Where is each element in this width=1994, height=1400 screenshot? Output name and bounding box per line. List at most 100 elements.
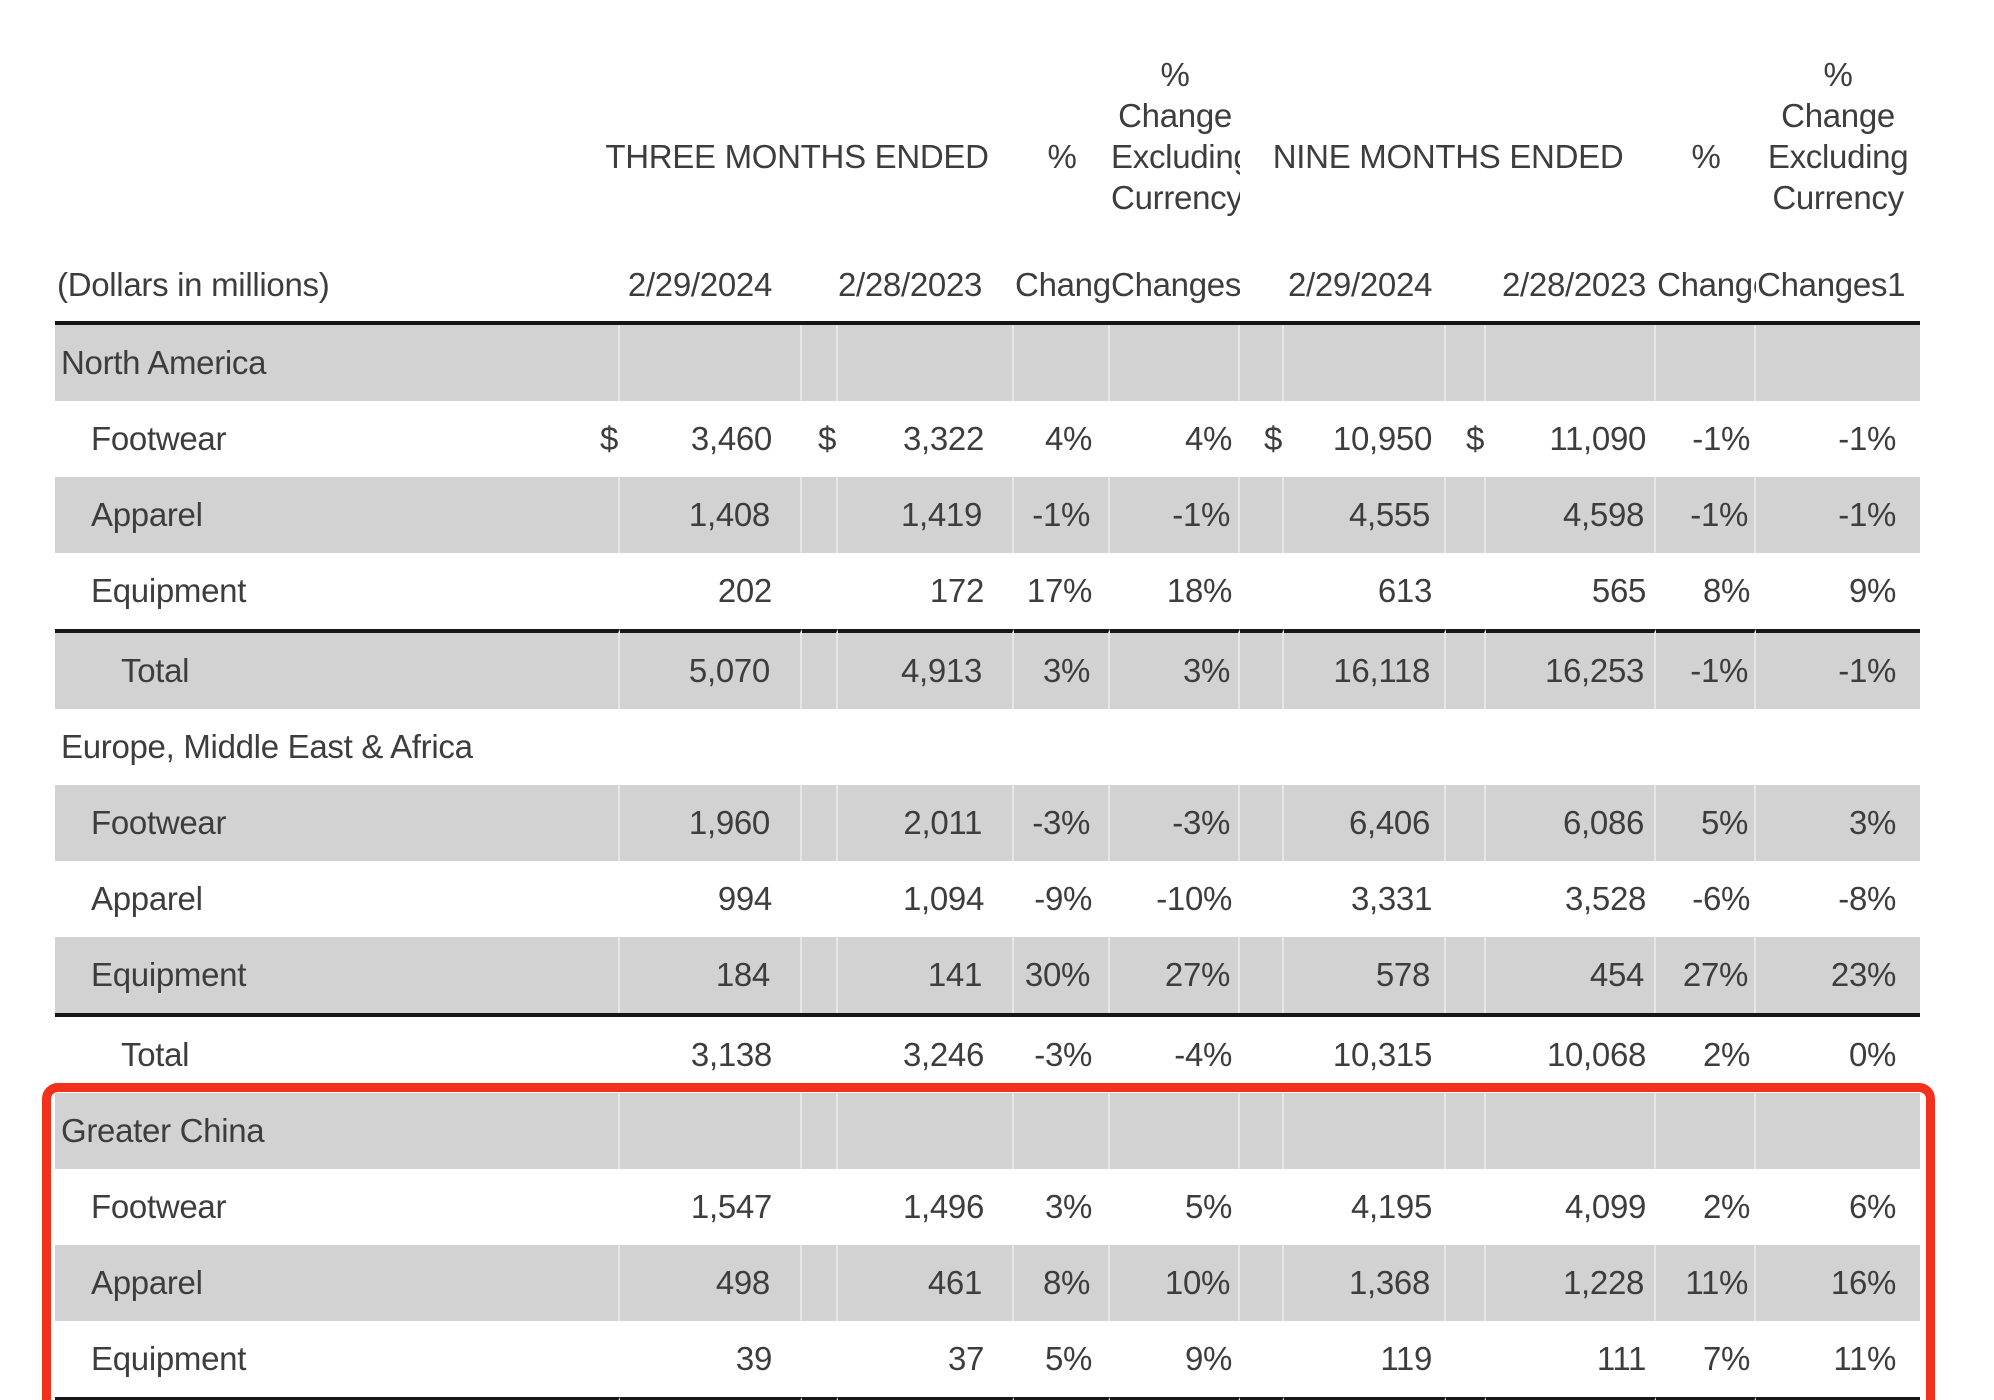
pct-change-excl-3mo: -3%	[1110, 785, 1241, 861]
excl-line-3: Excluding	[1767, 138, 1909, 175]
value-3mo-2024: 2,084	[620, 1397, 802, 1400]
currency-symbol	[1446, 1169, 1486, 1245]
empty-cell	[1656, 709, 1756, 785]
value-9mo-2024: 1,368	[1284, 1245, 1447, 1321]
header-spacer	[55, 6, 580, 218]
pct-change-excl-9mo: 6%	[1848, 1188, 1897, 1225]
currency-symbol	[1446, 1321, 1486, 1397]
currency-symbol	[802, 937, 838, 1013]
pct-change-excl-9mo: 3%	[1756, 785, 1921, 861]
pct-change-3mo: -3%	[1014, 1013, 1111, 1093]
value-9mo-2023: 454	[1486, 937, 1657, 1013]
currency-symbol	[580, 1013, 620, 1093]
value-3mo-2023: 1,419	[838, 477, 1015, 553]
currency-symbol	[1446, 553, 1486, 629]
pct-change-excl-9mo: 9%	[1848, 572, 1897, 609]
value-3mo-2023: 461	[838, 1245, 1015, 1321]
row-label: Footwear	[91, 420, 227, 457]
value-9mo-2023: 1,228	[1486, 1245, 1657, 1321]
value-3mo-2024: 1,547	[690, 1188, 772, 1225]
row-gc-equipment: Equipment 39 37 5% 9% 119 111 7% 11%	[55, 1321, 1920, 1397]
excl-line-3: Excluding	[1111, 138, 1241, 175]
currency-symbol	[1240, 1013, 1285, 1093]
currency-symbol: $	[817, 420, 836, 457]
currency-symbol	[580, 1321, 620, 1397]
pct-change-9mo-header-bottom: Change	[1656, 218, 1757, 325]
header-group-row: THREE MONTHS ENDED % % Change Excluding …	[55, 6, 1920, 218]
pct-change-excl-9mo: -8%	[1838, 880, 1897, 917]
currency-symbol	[802, 553, 838, 629]
row-na-footwear: Footwear $ 3,460 $ 3,322 4% 4% $ 10,950 …	[55, 401, 1920, 477]
pct-change-9mo: -6%	[1692, 880, 1751, 917]
date-3mo-2023: 2/28/2023	[802, 218, 1015, 325]
value-3mo-2024: 498	[620, 1245, 802, 1321]
three-months-group-header: THREE MONTHS ENDED	[605, 138, 989, 175]
row-label: Apparel	[55, 477, 580, 553]
pct-change-3mo: 17%	[1026, 572, 1093, 609]
empty-cell	[1756, 709, 1920, 785]
value-3mo-2023: 172	[929, 572, 985, 609]
row-emea-total: Total 3,138 3,246 -3% -4% 10,315 10,068 …	[55, 1013, 1921, 1093]
value-9mo-2024: 578	[1284, 937, 1447, 1013]
date-9mo-2023: 2/28/2023	[1446, 218, 1657, 325]
empty-cell	[1284, 1093, 1447, 1169]
pct-change-excl-9mo: -1%	[1756, 477, 1921, 553]
currency-symbol	[1240, 1321, 1284, 1397]
empty-cell	[620, 709, 802, 785]
currency-symbol	[802, 861, 838, 937]
value-9mo-2024: 119	[1380, 1340, 1433, 1377]
currency-symbol	[580, 1245, 620, 1321]
empty-cell	[1656, 325, 1757, 401]
excl-line-1: %	[1160, 56, 1190, 93]
value-9mo-2023: 5,438	[1486, 1397, 1657, 1400]
value-3mo-2023: 37	[947, 1340, 985, 1377]
empty-cell	[1656, 1093, 1757, 1169]
row-na-apparel: Apparel 1,408 1,419 -1% -1% 4,555 4,598 …	[55, 477, 1921, 553]
pct-change-3mo: 5%	[1044, 1340, 1093, 1377]
pct-change-9mo: -1%	[1656, 477, 1757, 553]
currency-symbol	[802, 1397, 838, 1400]
value-9mo-2024: 16,118	[1284, 629, 1447, 709]
date-9mo-2024: 2/29/2024	[1240, 218, 1447, 325]
pct-change-3mo-header-top: %	[1047, 138, 1077, 175]
currency-symbol	[1240, 553, 1284, 629]
empty-cell	[1284, 325, 1447, 401]
row-greater-china-total: Total 2,084 1,994 5% 6% 5,682 5,438 4% 8…	[55, 1397, 1921, 1400]
empty-cell	[1110, 709, 1240, 785]
region-label: Europe, Middle East & Africa	[61, 728, 473, 765]
row-emea-equipment: Equipment 184 141 30% 27% 578 454 27% 23…	[55, 937, 1921, 1013]
pct-change-3mo: 30%	[1014, 937, 1111, 1013]
pct-change-excl-9mo: -1%	[1838, 420, 1897, 457]
value-9mo-2023: 3,528	[1564, 880, 1647, 917]
pct-change-9mo: 2%	[1702, 1188, 1751, 1225]
currency-symbol	[580, 1169, 620, 1245]
currency-symbol	[1240, 785, 1285, 861]
empty-cell	[580, 709, 620, 785]
value-9mo-2023: 10,068	[1486, 1013, 1657, 1093]
region-label: Greater China	[55, 1093, 580, 1169]
value-3mo-2024: 1,408	[620, 477, 802, 553]
currency-symbol	[802, 1245, 838, 1321]
row-label: Apparel	[55, 1245, 580, 1321]
value-3mo-2023: 3,246	[838, 1013, 1015, 1093]
empty-cell	[1446, 709, 1486, 785]
nine-months-group-header: NINE MONTHS ENDED	[1272, 138, 1624, 175]
currency-symbol	[580, 861, 620, 937]
currency-symbol	[802, 1321, 838, 1397]
pct-change-3mo: 5%	[1014, 1397, 1111, 1400]
currency-symbol	[1446, 1013, 1487, 1093]
value-9mo-2023: 16,253	[1486, 629, 1657, 709]
pct-change-3mo: 3%	[1044, 1188, 1093, 1225]
pct-change-9mo: 2%	[1656, 1013, 1757, 1093]
currency-symbol: $	[1263, 420, 1283, 457]
value-3mo-2023: 141	[838, 937, 1015, 1013]
currency-symbol	[1446, 1245, 1487, 1321]
empty-cell	[838, 709, 1014, 785]
pct-change-9mo: 4%	[1656, 1397, 1757, 1400]
row-emea-footwear: Footwear 1,960 2,011 -3% -3% 6,406 6,086…	[55, 785, 1921, 861]
row-label: Footwear	[55, 785, 580, 861]
pct-change-excl-9mo: 11%	[1833, 1340, 1897, 1377]
empty-cell	[1446, 1093, 1487, 1169]
empty-cell	[838, 325, 1015, 401]
value-9mo-2024: 10,950	[1332, 420, 1433, 457]
